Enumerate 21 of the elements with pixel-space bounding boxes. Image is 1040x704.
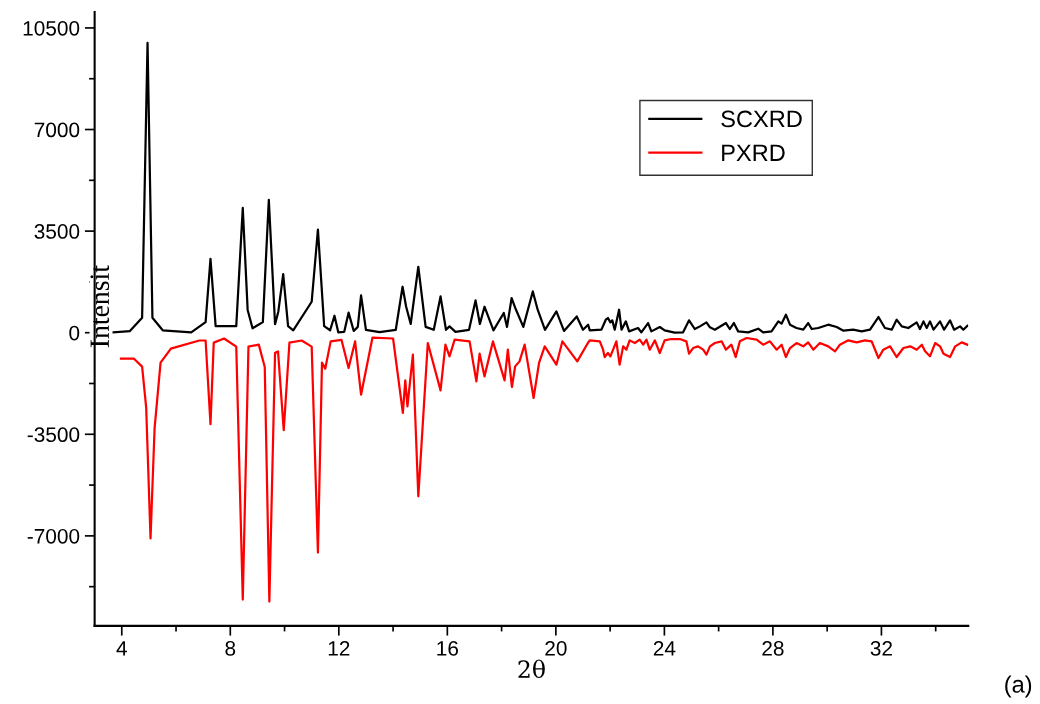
line-series xyxy=(119,336,969,603)
y-tick-label: -3500 xyxy=(27,427,80,443)
x-tick-label: 8 xyxy=(225,640,236,656)
y-tick-label: 3500 xyxy=(34,224,80,239)
y-tick-label: -7000 xyxy=(27,528,80,544)
x-axis-title: 2θ xyxy=(518,659,545,679)
x-tick-label: 12 xyxy=(328,640,350,656)
x-tick-label: 16 xyxy=(437,640,459,656)
x-tick-label: 4 xyxy=(116,641,127,656)
y-tick-label: 10500 xyxy=(23,20,80,36)
legend-label: PXRD xyxy=(722,144,785,161)
x-tick-label: 24 xyxy=(653,640,676,656)
line-series xyxy=(112,41,969,334)
legend-label: SCXRD xyxy=(721,110,802,128)
x-tick-label: 28 xyxy=(762,640,784,656)
text: (a) xyxy=(1005,675,1032,698)
y-tick-label: 7000 xyxy=(34,122,80,138)
x-tick-label: 20 xyxy=(545,640,567,656)
x-tick-label: 32 xyxy=(870,640,892,656)
y-tick-label: 0 xyxy=(69,325,80,341)
y-axis-title: Intensit xyxy=(90,265,110,348)
